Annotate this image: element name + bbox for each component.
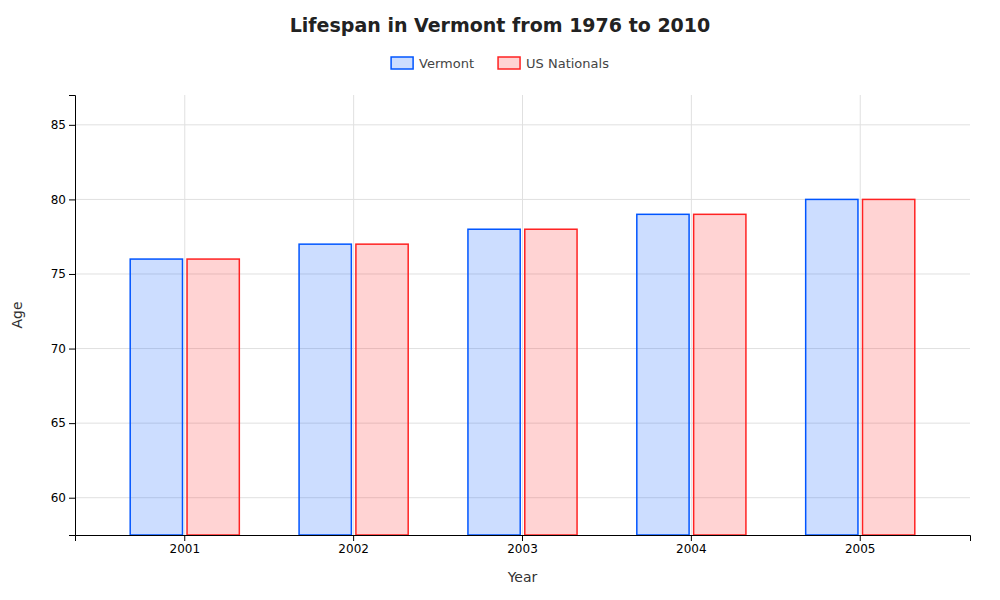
y-tick-mark [69,349,75,350]
bar [863,199,915,535]
y-tick-label: 85 [51,118,66,132]
y-tick: 75 [51,267,75,281]
bar [694,214,746,535]
y-axis: 60 65 70 75 80 85 [51,96,76,536]
x-tick-label: 2005 [845,542,876,556]
grid-line-x [184,95,185,535]
grid [75,95,970,535]
legend-item: US Nationals [498,56,609,71]
bar [637,214,689,535]
y-tick-label: 65 [51,416,66,430]
x-tick-mark [691,535,692,541]
bar [356,244,408,535]
bar-series [187,199,915,535]
y-tick-mark [69,498,75,499]
grid-line-x [522,95,523,535]
y-tick-mark [69,274,75,275]
x-tick-mark [184,535,185,541]
bar [806,199,858,535]
y-tick: 85 [51,118,75,132]
chart-container: 2001 2002 2003 2004 2005 60 65 70 75 80 85 Year Age L… [0,0,1000,600]
x-tick: 2001 [169,535,200,556]
grid-line-x [691,95,692,535]
y-tick: 70 [51,342,75,356]
legend: Vermont US Nationals [391,56,609,71]
bars [130,199,915,535]
x-tick: 2005 [845,535,876,556]
legend-item: Vermont [391,56,474,71]
chart-svg: 2001 2002 2003 2004 2005 60 65 70 75 80 85 Year Age L… [0,0,1000,600]
y-tick-mark [69,125,75,126]
y-tick: 80 [51,193,75,207]
x-tick-label: 2002 [338,542,369,556]
y-tick: 65 [51,416,75,430]
y-axis-line [69,96,76,536]
x-tick-label: 2001 [169,542,200,556]
y-axis-title: Age [9,301,25,328]
y-tick-label: 60 [51,491,66,505]
y-tick-label: 75 [51,267,66,281]
legend-label: US Nationals [526,56,609,71]
x-axis-title: Year [507,569,538,585]
y-tick-mark [69,423,75,424]
grid-line-x [860,95,861,535]
bar-series [130,199,858,535]
bar [130,259,182,535]
bar [299,244,351,535]
legend-swatch [391,57,413,69]
legend-label: Vermont [419,56,474,71]
x-tick-mark [860,535,861,541]
chart-title: Lifespan in Vermont from 1976 to 2010 [290,14,711,36]
legend-swatch [498,57,520,69]
y-tick-mark [69,199,75,200]
x-axis-line [76,536,971,542]
x-axis: 2001 2002 2003 2004 2005 [76,535,971,556]
x-tick: 2002 [338,535,369,556]
y-tick-label: 80 [51,193,66,207]
x-tick-mark [353,535,354,541]
x-tick-label: 2003 [507,542,538,556]
x-tick: 2003 [507,535,538,556]
bar [187,259,239,535]
x-tick: 2004 [676,535,707,556]
bar [468,229,520,535]
bar [525,229,577,535]
y-tick: 60 [51,491,75,505]
x-tick-label: 2004 [676,542,707,556]
y-tick-label: 70 [51,342,66,356]
grid-line-x [353,95,354,535]
x-tick-mark [522,535,523,541]
